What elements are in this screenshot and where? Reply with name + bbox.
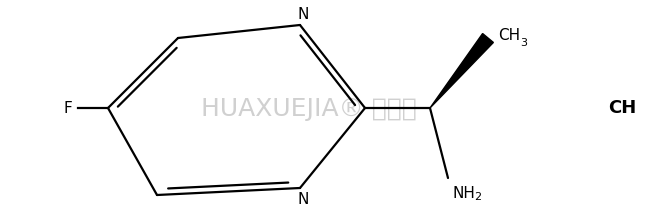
Text: HUAXUEJIA® 化学加: HUAXUEJIA® 化学加 (201, 97, 417, 121)
Text: 2: 2 (474, 192, 481, 202)
Text: NH: NH (452, 186, 475, 201)
Text: N: N (297, 192, 309, 207)
Text: F: F (64, 100, 72, 116)
Text: N: N (297, 7, 309, 22)
Text: CH: CH (498, 29, 520, 44)
Polygon shape (430, 34, 493, 108)
Text: CH: CH (608, 99, 636, 117)
Text: 3: 3 (520, 38, 527, 48)
